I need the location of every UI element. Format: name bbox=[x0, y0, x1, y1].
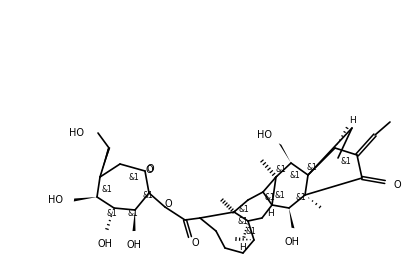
Text: O: O bbox=[393, 180, 400, 190]
Text: &1: &1 bbox=[275, 192, 285, 200]
Text: H: H bbox=[350, 115, 357, 125]
Polygon shape bbox=[289, 208, 295, 228]
Text: H: H bbox=[239, 242, 245, 252]
Text: &1: &1 bbox=[246, 227, 256, 237]
Text: HO: HO bbox=[257, 130, 272, 140]
Text: &1: &1 bbox=[128, 208, 138, 217]
Text: HO: HO bbox=[48, 195, 63, 205]
Text: &1: &1 bbox=[306, 163, 317, 173]
Polygon shape bbox=[74, 197, 97, 202]
Text: &1: &1 bbox=[107, 210, 117, 219]
Text: &1: &1 bbox=[129, 173, 139, 182]
Text: &1: &1 bbox=[238, 217, 248, 225]
Text: &1: &1 bbox=[102, 185, 112, 195]
Text: &1: &1 bbox=[295, 193, 306, 202]
Text: &1: &1 bbox=[290, 170, 300, 180]
Text: O: O bbox=[146, 164, 154, 174]
Polygon shape bbox=[100, 148, 110, 177]
Text: OH: OH bbox=[98, 239, 112, 249]
Text: &1: &1 bbox=[276, 165, 287, 175]
Text: &1: &1 bbox=[265, 193, 276, 202]
Text: O: O bbox=[145, 165, 153, 175]
Text: HO: HO bbox=[69, 128, 84, 138]
Polygon shape bbox=[133, 210, 136, 231]
Text: O: O bbox=[164, 199, 172, 209]
Text: &1: &1 bbox=[341, 158, 351, 167]
Text: OH: OH bbox=[127, 240, 142, 250]
Text: &1: &1 bbox=[239, 205, 249, 215]
Text: &1: &1 bbox=[142, 192, 153, 200]
Text: OH: OH bbox=[284, 237, 300, 247]
Text: H: H bbox=[268, 208, 274, 217]
Text: O: O bbox=[191, 238, 199, 248]
Polygon shape bbox=[279, 143, 291, 163]
